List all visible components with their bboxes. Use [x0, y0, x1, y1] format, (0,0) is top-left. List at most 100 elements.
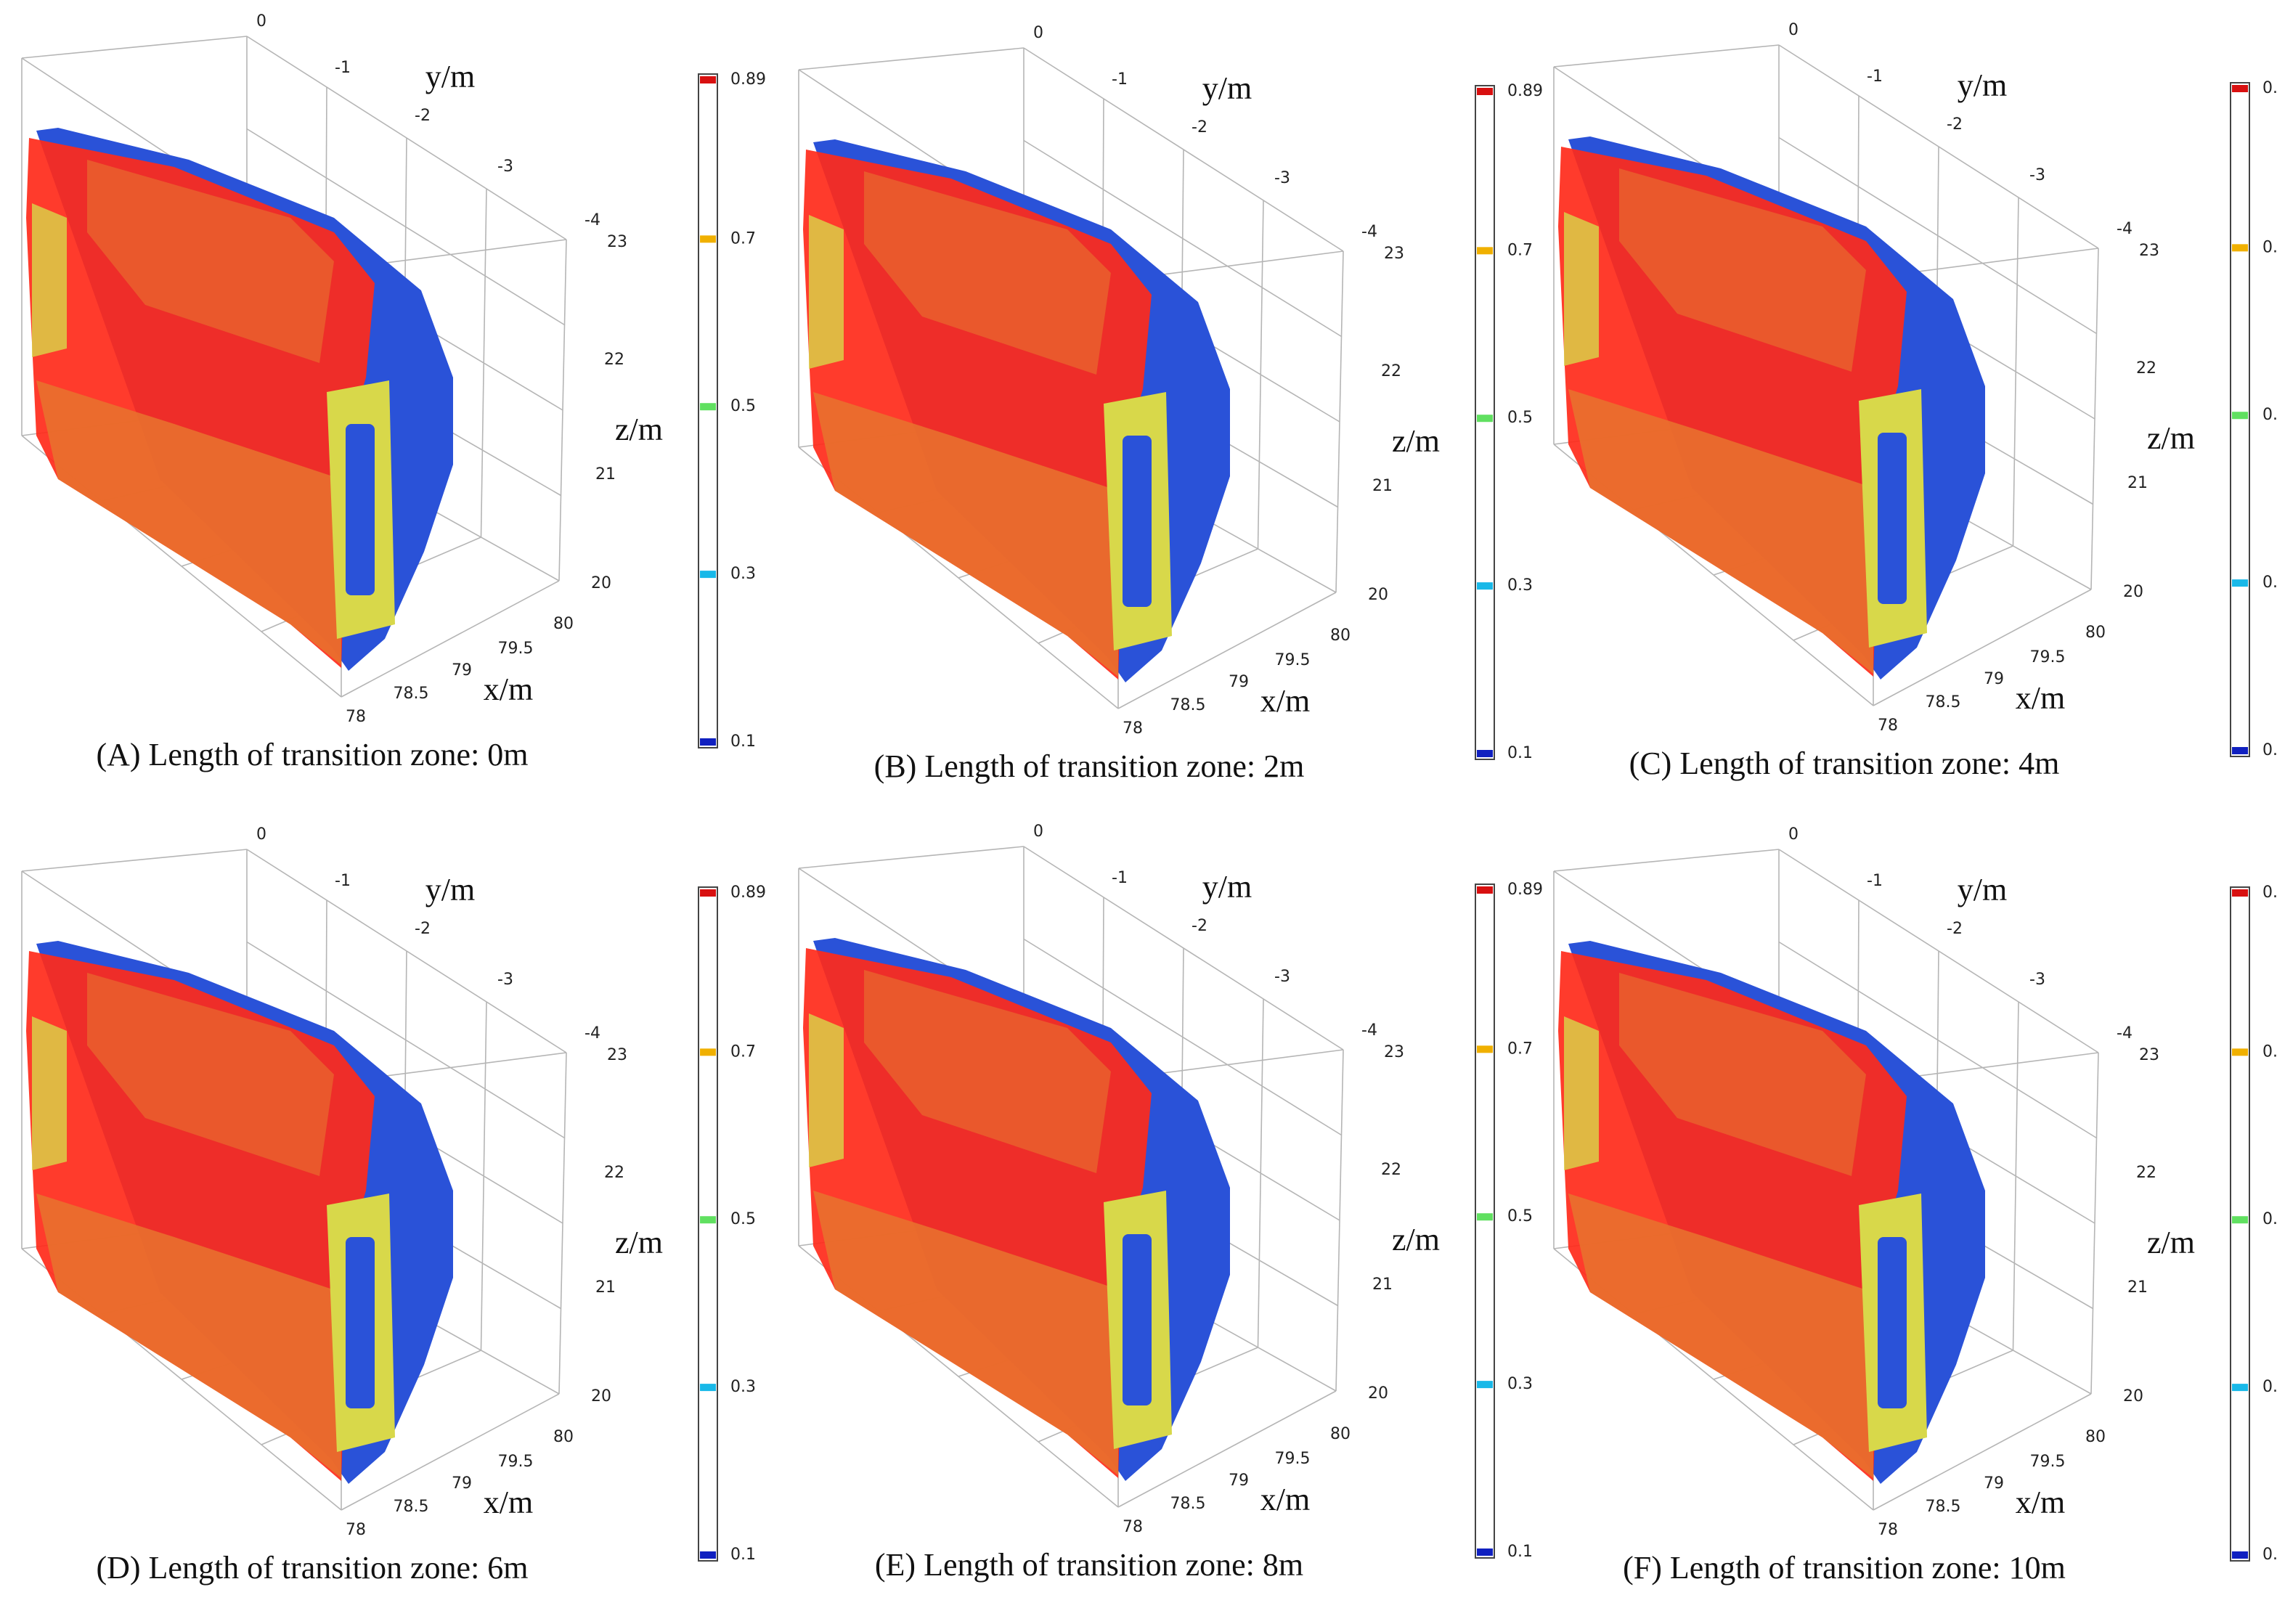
colorbar-tick — [700, 1384, 716, 1392]
y-axis-label: y/m — [425, 872, 475, 907]
colorbar-tick — [1477, 88, 1493, 95]
caption: (C) Length of transition zone: 4m — [1629, 746, 2060, 781]
grid-line — [480, 188, 487, 538]
z-tick-label: 21 — [2127, 474, 2148, 492]
plume-upper — [1619, 973, 1866, 1176]
z-tick-label: 22 — [2136, 359, 2156, 378]
y-tick-label: -2 — [1947, 115, 1963, 134]
x-tick-label: 78 — [346, 708, 366, 726]
caption: (A) Length of transition zone: 0m — [96, 737, 528, 772]
x-tick-label: 79.5 — [2030, 648, 2066, 666]
blue-strip — [1878, 433, 1907, 604]
colorbar — [698, 73, 718, 748]
z-tick-label: 20 — [2123, 583, 2143, 601]
y-tick-label: 0 — [1033, 823, 1043, 841]
colorbar-tick — [1477, 886, 1493, 894]
z-tick-label: 22 — [1381, 362, 1401, 380]
y-axis-label: y/m — [1202, 869, 1252, 905]
box-edge — [341, 580, 560, 698]
y-tick-label: -1 — [1112, 869, 1128, 887]
y-tick-label: -2 — [1192, 118, 1207, 136]
x-tick-label: 78 — [1878, 1521, 1898, 1539]
x-axis-label: x/m — [1260, 683, 1310, 719]
colorbar-tick — [2232, 85, 2248, 92]
y-tick-label: 0 — [256, 825, 266, 844]
colorbar-tick-label: 0.89 — [2262, 884, 2277, 902]
caption: (E) Length of transition zone: 8m — [875, 1547, 1303, 1583]
x-axis-label: x/m — [1260, 1482, 1310, 1517]
z-tick-label: 23 — [2139, 1046, 2159, 1064]
plume-upper — [1619, 168, 1866, 372]
grid-line — [1257, 998, 1264, 1348]
colorbar-tick-label: 0.3 — [1507, 576, 1533, 595]
y-tick-label: -1 — [335, 59, 351, 77]
colorbar-tick — [1477, 1548, 1493, 1556]
x-tick-label: 79.5 — [1275, 1450, 1311, 1468]
x-tick-label: 79 — [1229, 673, 1249, 691]
panel: 0 -1 -2 -3 -4 20 21 22 23 78 78.5 79 79.5 80 y/m z/m x/m… — [21, 825, 766, 1586]
box-edge — [1553, 44, 1780, 68]
x-tick-label: 79 — [1229, 1472, 1249, 1490]
colorbar-tick-label: 0.3 — [730, 565, 756, 583]
box-edge — [1117, 592, 1337, 709]
z-tick-label: 21 — [595, 1278, 616, 1297]
yellow-left — [809, 1013, 844, 1167]
colorbar-tick-label: 0.7 — [1507, 1040, 1533, 1058]
x-axis-label: x/m — [484, 1485, 533, 1520]
colorbar-tick-label: 0.89 — [1507, 881, 1543, 899]
x-tick-label: 79 — [452, 1474, 472, 1493]
x-axis-label: x/m — [484, 672, 533, 707]
colorbar-tick — [1477, 750, 1493, 757]
x-tick-label: 78.5 — [1170, 696, 1206, 714]
colorbar-tick — [700, 235, 716, 243]
colorbar — [1475, 884, 1495, 1559]
colorbar-tick — [2232, 244, 2248, 252]
colorbar-tick — [1477, 415, 1493, 423]
colorbar-tick-label: 0.89 — [730, 70, 766, 89]
plume-lower — [36, 1193, 341, 1478]
blue-strip — [1123, 436, 1152, 607]
colorbar — [2230, 886, 2250, 1562]
yellow-left — [1564, 212, 1599, 366]
colorbar-tick-label: 0.3 — [1507, 1375, 1533, 1393]
colorbar-tick — [700, 403, 716, 411]
y-tick-label: -2 — [1947, 920, 1963, 938]
y-tick-label: -3 — [2029, 166, 2045, 184]
colorbar-tick-label: 0.3 — [2262, 1378, 2277, 1396]
colorbar-tick — [2232, 889, 2248, 897]
colorbar-tick — [700, 1048, 716, 1056]
panel: 0 -1 -2 -3 -4 20 21 22 23 78 78.5 79 79.5 80 y/m z/m x/m… — [1553, 21, 2277, 781]
colorbar-tick-label: 0.5 — [1507, 1207, 1533, 1225]
plume-lower — [813, 1191, 1118, 1475]
colorbar-tick — [700, 1216, 716, 1224]
x-tick-label: 79.5 — [1275, 651, 1311, 669]
z-tick-label: 22 — [1381, 1161, 1401, 1179]
colorbar-tick — [700, 571, 716, 579]
z-axis-label: z/m — [2147, 1225, 2195, 1260]
y-tick-label: 0 — [256, 12, 266, 30]
colorbar-tick — [700, 76, 716, 83]
colorbar-tick — [2232, 412, 2248, 420]
x-tick-label: 78 — [1123, 719, 1143, 738]
colorbar-tick-label: 0.7 — [730, 1042, 756, 1061]
y-axis-label: y/m — [1202, 70, 1252, 106]
colorbar-tick — [1477, 1213, 1493, 1221]
box-edge — [21, 36, 248, 59]
z-tick-label: 22 — [604, 1164, 624, 1182]
grid-line — [2012, 197, 2019, 547]
y-tick-label: 0 — [1033, 24, 1043, 42]
y-tick-label: -1 — [1112, 70, 1128, 89]
x-tick-label: 79 — [452, 661, 472, 680]
y-tick-label: -1 — [335, 872, 351, 890]
blue-strip — [346, 424, 375, 595]
x-tick-label: 80 — [553, 615, 574, 633]
z-axis-label: z/m — [615, 1225, 663, 1260]
panel: 0 -1 -2 -3 -4 20 21 22 23 78 78.5 79 79.5 80 y/m z/m x/m… — [798, 823, 1543, 1583]
y-axis-label: y/m — [1958, 872, 2007, 907]
colorbar-tick — [1477, 247, 1493, 255]
panel: 0 -1 -2 -3 -4 20 21 22 23 78 78.5 79 79.5 80 y/m z/m x/m… — [21, 12, 766, 772]
y-tick-label: -1 — [1867, 68, 1883, 86]
x-tick-label: 78 — [1878, 717, 1898, 735]
box-edge — [341, 1393, 560, 1511]
colorbar-tick-label: 0.5 — [730, 1210, 756, 1228]
